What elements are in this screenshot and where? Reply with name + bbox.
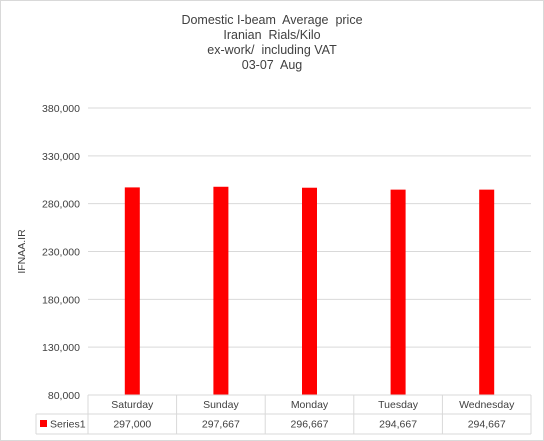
y-tick-label: 80,000 xyxy=(48,390,80,402)
category-label: Saturday xyxy=(111,399,154,411)
category-label: Tuesday xyxy=(378,399,419,411)
data-table-value: 294,667 xyxy=(468,419,506,431)
bar xyxy=(124,187,140,395)
data-table-value: 297,667 xyxy=(202,419,240,431)
y-tick-label: 380,000 xyxy=(42,103,80,115)
chart-title-line: Domestic I-beam Average price xyxy=(181,13,363,27)
category-label: Monday xyxy=(291,399,329,411)
chart-title-line: Iranian Rials/Kilo xyxy=(223,28,321,42)
y-tick-label: 230,000 xyxy=(42,247,80,259)
data-table-value: 297,000 xyxy=(113,419,151,431)
bar xyxy=(302,187,317,395)
category-label: Wednesday xyxy=(459,399,515,411)
legend-series-name: Series1 xyxy=(50,419,86,431)
y-tick-label: 180,000 xyxy=(42,294,80,306)
chart-title-line: ex-work/ including VAT xyxy=(207,43,337,57)
chart-title: Domestic I-beam Average price Iranian Ri… xyxy=(1,13,543,73)
y-tick-label: 330,000 xyxy=(42,151,80,163)
bar xyxy=(213,186,229,395)
data-table-value: 294,667 xyxy=(379,419,417,431)
legend-key xyxy=(40,420,47,427)
category-label: Sunday xyxy=(203,399,239,411)
chart-title-line: 03-07 Aug xyxy=(241,58,303,72)
y-axis-label: IFNAA.IR xyxy=(16,229,28,274)
data-table-value: 296,667 xyxy=(291,419,329,431)
bar xyxy=(390,189,406,395)
y-tick-label: 280,000 xyxy=(42,199,80,211)
bar xyxy=(479,189,495,395)
y-tick-label: 130,000 xyxy=(42,342,80,354)
